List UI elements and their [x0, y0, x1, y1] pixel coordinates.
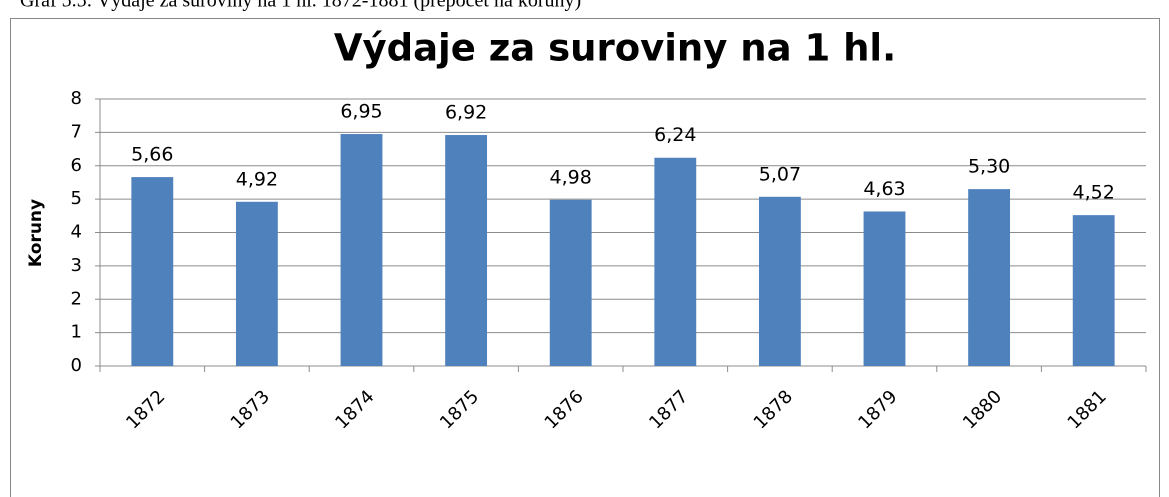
data-label: 6,24 — [654, 124, 696, 146]
bar — [968, 189, 1011, 366]
bar — [758, 196, 801, 366]
data-label: 4,63 — [863, 178, 905, 200]
bar — [863, 211, 906, 366]
data-label: 5,30 — [968, 156, 1010, 178]
y-tick-label: 3 — [71, 255, 82, 276]
bar — [445, 135, 488, 366]
y-tick-label: 8 — [71, 88, 82, 109]
bar — [340, 134, 383, 366]
y-tick-label: 5 — [71, 188, 82, 209]
y-tick-label: 6 — [71, 155, 82, 176]
caption: Graf 5.5: Výdaje za suroviny na 1 hl. 18… — [20, 0, 581, 12]
data-label: 4,92 — [236, 168, 278, 190]
y-tick-label: 1 — [71, 322, 82, 343]
data-label: 5,07 — [759, 163, 801, 185]
bar — [235, 201, 278, 366]
bar — [1072, 215, 1115, 366]
y-tick-label: 4 — [71, 222, 82, 243]
bar — [654, 157, 697, 366]
data-label: 4,52 — [1073, 182, 1115, 204]
data-label: 5,66 — [131, 144, 173, 166]
y-tick-label: 2 — [71, 288, 82, 309]
chart-title: Výdaje za suroviny na 1 hl. — [334, 27, 896, 70]
bar — [549, 199, 592, 366]
data-label: 4,98 — [550, 166, 592, 188]
y-tick-label: 7 — [71, 121, 82, 142]
y-axis-label: Koruny — [26, 199, 46, 267]
bar — [131, 177, 174, 366]
data-label: 6,95 — [340, 101, 382, 123]
data-label: 6,92 — [445, 102, 487, 124]
y-tick-label: 0 — [71, 355, 82, 376]
